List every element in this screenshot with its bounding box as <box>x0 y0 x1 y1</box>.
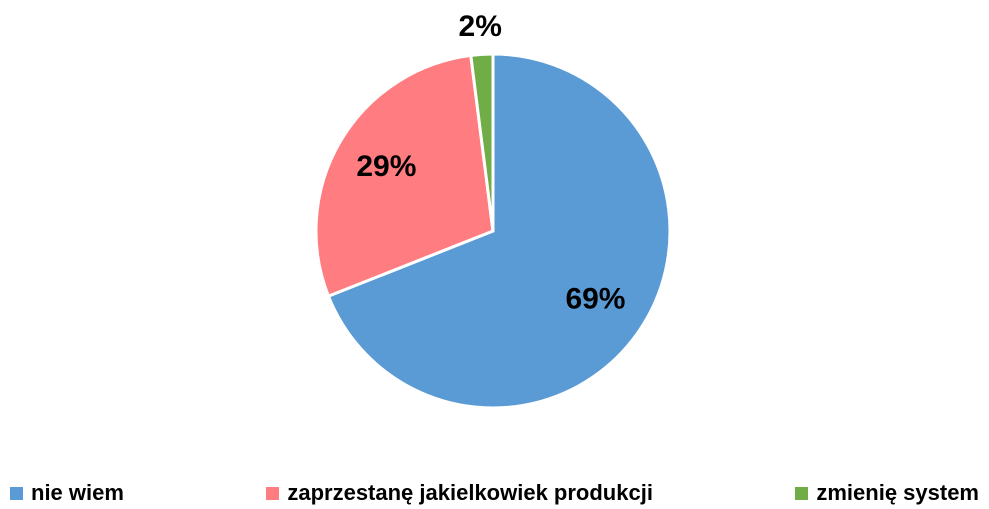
pie-slice <box>469 52 495 232</box>
legend-item: zmienię system <box>795 480 979 506</box>
legend-swatch <box>10 486 23 500</box>
legend-label: zmienię system <box>816 480 979 505</box>
legend: nie wiem zaprzestanę jakielkowiek produkc… <box>10 478 979 508</box>
legend-item: nie wiem <box>10 480 124 506</box>
pie-slice <box>314 53 495 299</box>
legend-label: nie wiem <box>31 480 124 505</box>
data-label: 69% <box>565 283 625 316</box>
legend-swatch <box>266 486 280 500</box>
pie-slice <box>326 52 672 410</box>
data-label: 29% <box>356 150 416 183</box>
data-label: 2% <box>459 10 502 43</box>
legend-label: zaprzestanę jakielkowiek produkcji <box>287 480 653 505</box>
legend-swatch <box>795 486 809 500</box>
legend-item: zaprzestanę jakielkowiek produkcji <box>266 480 653 506</box>
pie-area: 69% 29% 2% <box>314 10 672 410</box>
